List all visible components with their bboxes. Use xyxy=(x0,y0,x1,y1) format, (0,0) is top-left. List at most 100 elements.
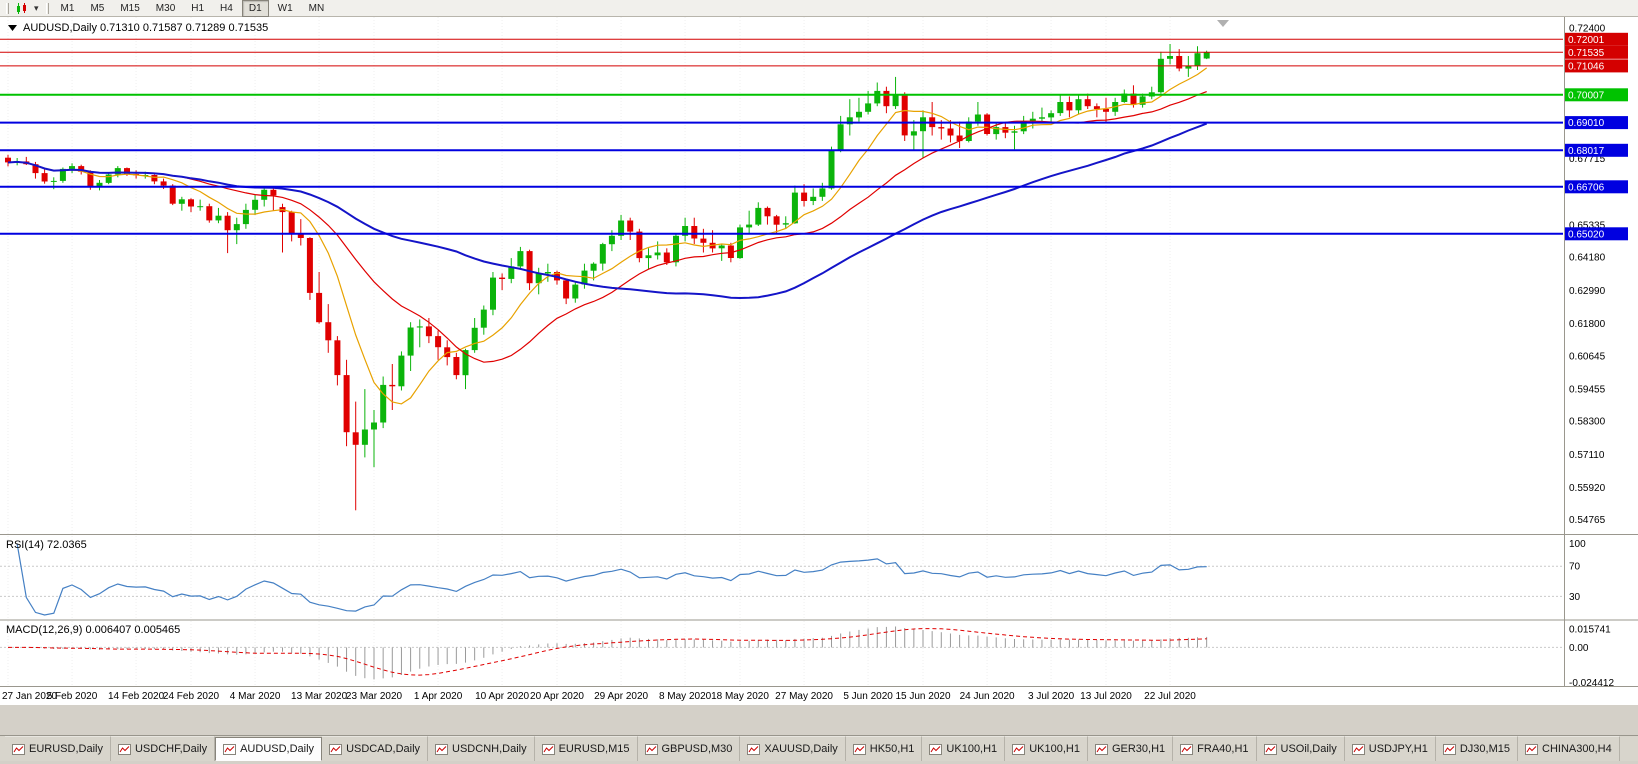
timeframe-d1-button[interactable]: D1 xyxy=(241,0,269,17)
price-tick: 0.64180 xyxy=(1569,253,1606,264)
date-label: 13 Jul 2020 xyxy=(1080,691,1132,702)
macd-tick: 0.00 xyxy=(1569,643,1589,654)
chart-type-icon[interactable] xyxy=(13,1,31,16)
candle xyxy=(1029,118,1036,122)
chart-tab-icon xyxy=(747,743,761,755)
candle xyxy=(233,224,240,231)
price-badge xyxy=(1564,45,1628,59)
candle xyxy=(810,196,817,201)
candle xyxy=(673,235,679,263)
chart-shift-marker[interactable] xyxy=(1217,20,1229,27)
chart-tab-hk50-h1[interactable]: HK50,H1 xyxy=(845,736,923,761)
candle xyxy=(316,292,323,323)
chart-tab-icon xyxy=(644,743,658,755)
timeframe-h4-button[interactable]: H4 xyxy=(213,0,240,17)
chart-tab-dj30-m15[interactable]: DJ30,M15 xyxy=(1435,736,1518,761)
candle xyxy=(343,375,350,433)
tab-label: UK100,H1 xyxy=(946,743,998,755)
candle xyxy=(865,103,872,112)
chart-background xyxy=(0,17,1638,705)
candle xyxy=(920,117,926,132)
candle xyxy=(425,326,432,337)
candle xyxy=(608,235,615,245)
chart-tab-usoil-daily[interactable]: USOil,Daily xyxy=(1256,736,1345,761)
price-tick: 0.57110 xyxy=(1569,450,1605,461)
chart-window[interactable]: 0.72400 0.67715 0.65335 0.64180 0.62990 0.618… xyxy=(0,17,1638,705)
price-badge xyxy=(1564,143,1628,157)
tab-label: USDCNH,Daily xyxy=(452,743,527,755)
candle xyxy=(32,164,39,174)
candle xyxy=(1093,106,1100,109)
chart-tab-ger30-h1[interactable]: GER30,H1 xyxy=(1087,736,1174,761)
ma-line-8 xyxy=(7,67,1208,405)
candle xyxy=(124,168,130,174)
candle xyxy=(590,263,597,271)
price-chart[interactable]: 0.72400 0.67715 0.65335 0.64180 0.62990 0.618… xyxy=(0,17,1638,705)
candle xyxy=(764,207,771,217)
candle xyxy=(1011,131,1018,133)
chart-tab-usdjpy-h1[interactable]: USDJPY,H1 xyxy=(1344,736,1436,761)
candle xyxy=(188,199,194,207)
candle xyxy=(78,166,85,172)
candle xyxy=(947,128,954,136)
chart-tab-icon xyxy=(541,743,555,755)
candle xyxy=(361,429,368,445)
candle xyxy=(965,121,972,141)
chart-tab-icon xyxy=(1012,743,1026,755)
candle xyxy=(645,255,652,259)
chart-tab-uk100-h1[interactable]: UK100,H1 xyxy=(1005,736,1088,761)
candle xyxy=(178,199,185,204)
chart-tab-usdcad-daily[interactable]: USDCAD,Daily xyxy=(322,736,429,761)
price-tick: 0.59455 xyxy=(1569,384,1606,395)
chart-tab-audusd-daily[interactable]: AUDUSD,Daily xyxy=(215,737,323,761)
chart-tab-usdchf-daily[interactable]: USDCHF,Daily xyxy=(110,736,216,761)
one-click-trading-arrow[interactable] xyxy=(8,25,17,31)
timeframe-m30-button[interactable]: M30 xyxy=(149,0,182,17)
candle xyxy=(846,117,853,125)
timeframe-m15-button[interactable]: M15 xyxy=(113,0,146,17)
chart-tab-usdcnh-daily[interactable]: USDCNH,Daily xyxy=(428,736,535,761)
candle xyxy=(1048,113,1055,118)
candle xyxy=(654,252,661,256)
rsi-line xyxy=(16,543,1207,616)
tab-label: USDCHF,Daily xyxy=(134,743,208,755)
price-tick: 0.65335 xyxy=(1569,221,1606,232)
chart-tab-icon xyxy=(1094,743,1108,755)
candle xyxy=(416,326,423,328)
tab-label: GER30,H1 xyxy=(1111,743,1166,755)
tab-label: DJ30,M15 xyxy=(1459,743,1510,755)
timeframe-mn-button[interactable]: MN xyxy=(302,0,332,17)
rsi-tick: 100 xyxy=(1569,539,1586,550)
chart-tab-xauusd-daily[interactable]: XAUUSD,Daily xyxy=(740,736,846,761)
dropdown-caret-icon[interactable]: ▾ xyxy=(34,2,39,13)
candle xyxy=(883,90,890,107)
macd-signal-line xyxy=(8,628,1207,676)
candle xyxy=(581,270,588,285)
candle xyxy=(306,238,313,293)
chart-tab-eurusd-m15[interactable]: EURUSD,M15 xyxy=(534,736,638,761)
candle xyxy=(1176,56,1183,69)
price-tick: 0.72400 xyxy=(1569,24,1606,35)
timeframe-m5-button[interactable]: M5 xyxy=(83,0,111,17)
timeframe-w1-button[interactable]: W1 xyxy=(271,0,300,17)
chart-tab-gbpusd-m30[interactable]: GBPUSD,M30 xyxy=(637,736,741,761)
timeframe-h1-button[interactable]: H1 xyxy=(184,0,211,17)
chart-tab-china300-h4[interactable]: CHINA300,H4 xyxy=(1518,736,1620,761)
chart-tab-fra40-h1[interactable]: FRA40,H1 xyxy=(1173,736,1257,761)
price-scale[interactable]: 0.72400 0.67715 0.65335 0.64180 0.62990 0.618… xyxy=(1564,24,1628,526)
tab-label: UK100,H1 xyxy=(1029,743,1080,755)
toolbar-grip xyxy=(6,2,9,14)
candle xyxy=(892,95,899,107)
candle xyxy=(1203,52,1210,59)
chart-tab-uk100-h1[interactable]: UK100,H1 xyxy=(922,736,1006,761)
price-tick: 0.61800 xyxy=(1569,319,1606,330)
candlestick-icon xyxy=(17,2,26,14)
candle xyxy=(618,220,625,236)
candle xyxy=(773,216,780,225)
candle xyxy=(252,199,259,210)
chart-tab-eurusd-daily[interactable]: EURUSD,Daily xyxy=(5,736,111,761)
date-label: 20 Apr 2020 xyxy=(530,691,584,702)
timeframe-m1-button[interactable]: M1 xyxy=(54,0,82,17)
candle xyxy=(993,127,1000,135)
